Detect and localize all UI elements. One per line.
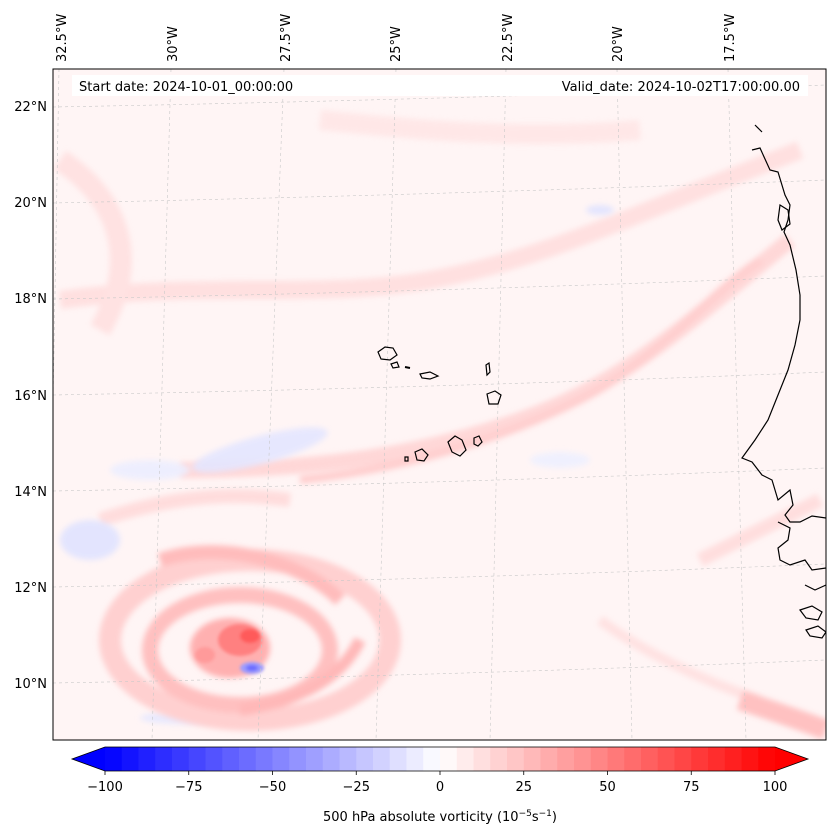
colorbar-cell — [490, 747, 508, 771]
colorbar-cell — [255, 747, 274, 771]
colorbar-cell — [121, 747, 140, 771]
colorbar-cell — [105, 747, 123, 771]
colorbar-cell — [155, 747, 173, 771]
colorbar-cell — [373, 747, 391, 771]
colorbar: −100 −75 −50 −25 0 25 50 75 100 500 hPa absolute… — [70, 746, 810, 825]
lat-label-20n: 20°N — [14, 196, 47, 211]
colorbar-cell — [306, 747, 324, 771]
lat-label-12n: 12°N — [14, 581, 47, 596]
start-date-label: Start date: 2024-10-01_00:00:00 — [79, 80, 293, 95]
colorbar-cell — [222, 747, 240, 771]
colorbar-cell — [507, 747, 525, 771]
colorbar-cell — [624, 747, 642, 771]
colorbar-cell — [674, 747, 692, 771]
colorbar-tick-label: −100 — [87, 780, 123, 795]
colorbar-cell — [540, 747, 558, 771]
map-frame — [52, 68, 827, 741]
colorbar-cell — [657, 747, 676, 771]
colorbar-cell — [356, 747, 374, 771]
lon-label-25w: 25°W — [389, 26, 404, 62]
colorbar-cell — [205, 747, 223, 771]
colorbar-cell — [172, 747, 190, 771]
colorbar-ticks: −100 −75 −50 −25 0 25 50 75 100 — [87, 771, 787, 795]
lat-label-18n: 18°N — [14, 292, 47, 307]
lon-label-20w: 20°W — [611, 26, 626, 62]
vorticity-field — [53, 69, 826, 740]
colorbar-tick-label: 0 — [436, 780, 444, 795]
colorbar-tick-label: 50 — [599, 780, 616, 795]
colorbar-cell — [322, 747, 341, 771]
colorbar-cell — [289, 747, 307, 771]
colorbar-tick-label: −50 — [259, 780, 286, 795]
colorbar-cell — [389, 747, 408, 771]
colorbar-tick-label: 25 — [515, 780, 532, 795]
colorbar-max-extend — [775, 747, 808, 771]
colorbar-label: 500 hPa absolute vorticity (10−5s−1) — [323, 809, 557, 825]
colorbar-cell — [456, 747, 475, 771]
colorbar-cell — [339, 747, 357, 771]
longitude-labels: 32.5°W 30°W 27.5°W 25°W 22.5°W 20°W 17.5… — [55, 14, 738, 62]
lat-label-16n: 16°N — [14, 389, 47, 404]
colorbar-tick-label: −25 — [343, 780, 370, 795]
africa-coastline — [741, 124, 826, 639]
lon-label-17.5w: 17.5°W — [723, 14, 738, 62]
colorbar-tick-label: −75 — [175, 780, 202, 795]
colorbar-cell — [473, 747, 491, 771]
colorbar-cell — [708, 747, 726, 771]
header-box — [72, 75, 808, 96]
colorbar-cell — [691, 747, 709, 771]
lon-label-30w: 30°W — [166, 26, 181, 62]
colorbar-cell — [557, 747, 575, 771]
latitude-labels: 22°N 20°N 18°N 16°N 14°N 12°N 10°N — [14, 100, 47, 692]
lat-label-22n: 22°N — [14, 100, 47, 115]
colorbar-cell — [523, 747, 542, 771]
lat-label-14n: 14°N — [14, 485, 47, 500]
valid-date-label: Valid_date: 2024-10-02T17:00:00.00 — [562, 80, 800, 95]
cape-verde-islands — [377, 346, 502, 462]
colorbar-cell — [607, 747, 625, 771]
lon-label-27.5w: 27.5°W — [279, 14, 294, 62]
colorbar-cell — [574, 747, 592, 771]
colorbar-cell — [724, 747, 743, 771]
lat-label-10n: 10°N — [14, 677, 47, 692]
colorbar-cell — [741, 747, 759, 771]
colorbar-tick-label: 100 — [763, 780, 788, 795]
colorbar-cell — [272, 747, 290, 771]
colorbar-cells — [105, 747, 776, 771]
colorbar-min-extend — [72, 747, 105, 771]
lon-label-32.5w: 32.5°W — [55, 14, 70, 62]
colorbar-cell — [188, 747, 207, 771]
colorbar-cell — [239, 747, 257, 771]
colorbar-cell — [138, 747, 156, 771]
colorbar-cell — [440, 747, 458, 771]
colorbar-cell — [423, 747, 441, 771]
colorbar-cell — [641, 747, 659, 771]
colorbar-cell — [758, 747, 776, 771]
colorbar-cell — [590, 747, 609, 771]
colorbar-tick-label: 75 — [683, 780, 700, 795]
colorbar-cell — [406, 747, 424, 771]
lon-label-22.5w: 22.5°W — [501, 14, 516, 62]
